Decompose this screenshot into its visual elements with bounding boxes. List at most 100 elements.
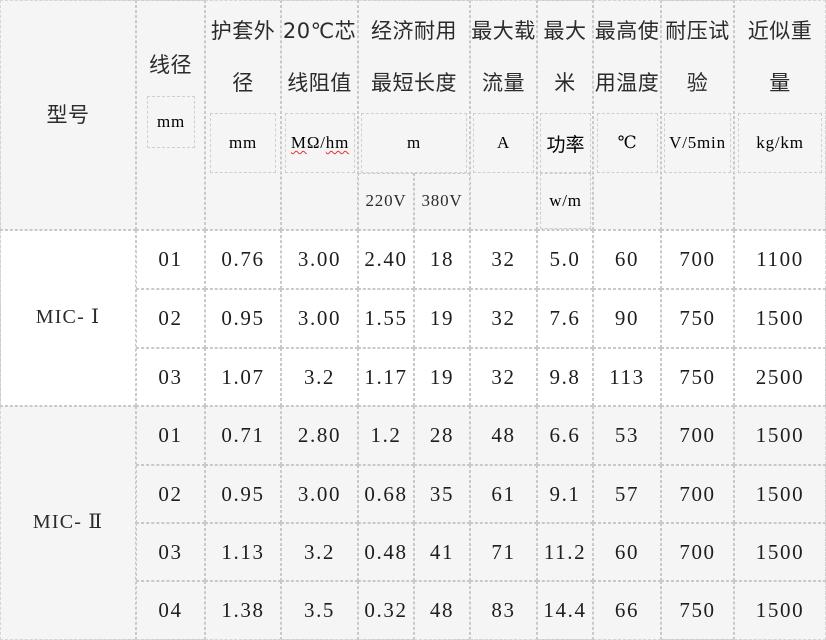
header-economic-length-220v-label: 220V: [365, 191, 407, 211]
cell-no: 04: [158, 598, 183, 623]
cell-len-220v: 48: [414, 581, 470, 640]
cell-sheath-od: 3.00: [281, 289, 358, 348]
row-no: 02: [136, 289, 205, 348]
cell-value: 5.0: [549, 247, 581, 272]
cell-value: 9.8: [549, 364, 581, 389]
cell-value: 1.38: [221, 598, 265, 623]
unit-part-slash: /: [320, 133, 326, 152]
cell-value: 1500: [755, 539, 805, 564]
cell-no: 01: [158, 423, 183, 448]
header-max-temp-unit-label: ℃: [617, 133, 638, 152]
cell-value: 3.00: [297, 306, 342, 331]
unit-part-mega: M: [290, 133, 307, 152]
cell-max-power: 60: [593, 523, 661, 581]
cell-value: 3.2: [303, 364, 336, 389]
cell-len-380v: 32: [470, 230, 537, 289]
row-no: 03: [136, 523, 205, 581]
cell-value: 60: [614, 247, 640, 272]
cell-value: 90: [614, 306, 640, 331]
cell-wire-diameter: 0.76: [205, 230, 281, 289]
cell-value: 3.00: [297, 481, 342, 506]
header-max-current-unit-label: A: [496, 133, 511, 152]
header-wire-diameter-line-1: 线径: [149, 53, 192, 77]
group-label-mic-1-text: MIC- Ⅰ: [35, 306, 101, 329]
row-no: 01: [136, 406, 205, 465]
row-no: 03: [136, 348, 205, 406]
cell-no: 03: [158, 539, 183, 564]
cell-withstand-voltage: 1500: [734, 406, 826, 465]
cell-no: 01: [158, 247, 183, 272]
cell-value: 60: [614, 539, 640, 564]
cell-value: 750: [679, 306, 716, 331]
row-no: 02: [136, 465, 205, 523]
cell-value: 0.68: [364, 481, 408, 506]
cell-value: 1500: [755, 423, 805, 448]
cell-max-temp: 750: [661, 581, 734, 640]
cell-value: 0.71: [221, 423, 265, 448]
header-max-temp-unit: ℃: [597, 113, 658, 173]
cell-max-temp: 700: [661, 406, 734, 465]
cell-value: 1.2: [370, 423, 402, 448]
cell-withstand-voltage: 1500: [734, 465, 826, 523]
cell-resistance: 0.68: [358, 465, 414, 523]
cell-value: 0.76: [221, 247, 265, 272]
cell-max-power: 57: [593, 465, 661, 523]
cell-value: 9.1: [549, 481, 581, 506]
cell-len-380v: 71: [470, 523, 537, 581]
cell-value: 53: [614, 423, 640, 448]
cell-max-power: 53: [593, 406, 661, 465]
cell-value: 1500: [755, 598, 805, 623]
row-no: 04: [136, 581, 205, 640]
cell-value: 32: [491, 247, 516, 272]
header-approx-weight-unit-label: kg/km: [756, 133, 804, 152]
header-withstand-voltage-line-2: 验: [686, 71, 709, 95]
cell-max-power: 113: [593, 348, 661, 406]
cell-max-temp: 700: [661, 230, 734, 289]
unit-part-ohm: Ω: [306, 133, 321, 152]
header-approx-weight-line-2: 量: [769, 71, 791, 95]
header-max-temp-line-2: 用温度: [594, 71, 660, 95]
row-no: 01: [136, 230, 205, 289]
cell-len-380v: 61: [470, 465, 537, 523]
cell-max-temp: 700: [661, 523, 734, 581]
header-economic-length-line-2: 最短长度: [371, 71, 457, 95]
cell-value: 0.32: [364, 598, 408, 623]
cell-value: 3.00: [297, 247, 342, 272]
cell-value: 57: [614, 481, 640, 506]
header-wire-diameter-unit: mm: [147, 96, 195, 148]
cell-value: 1500: [755, 306, 805, 331]
header-withstand-voltage-line-1: 耐压试: [665, 19, 730, 43]
header-resistance-unit: MΩ/hm: [285, 113, 355, 173]
cell-value: 6.6: [549, 423, 581, 448]
cell-no: 02: [158, 481, 183, 506]
cell-max-temp: 750: [661, 289, 734, 348]
cell-max-current: 11.2: [537, 523, 593, 581]
cell-value: 1.17: [364, 364, 408, 389]
cell-max-current: 7.6: [537, 289, 593, 348]
cell-value: 1.07: [221, 364, 265, 389]
cell-wire-diameter: 0.95: [205, 289, 281, 348]
cell-wire-diameter: 0.95: [205, 465, 281, 523]
header-economic-length-unit: m: [361, 113, 467, 173]
header-max-power-line-1: 最大: [543, 19, 587, 43]
header-economic-length-380v: 380V: [414, 173, 470, 230]
cell-value: 1.55: [364, 306, 408, 331]
cell-value: 2500: [755, 364, 805, 389]
cell-value: 48: [429, 598, 455, 623]
header-economic-length-220v: 220V: [358, 173, 414, 230]
cell-value: 7.6: [549, 306, 581, 331]
header-model-no-label: 型号: [46, 102, 90, 127]
header-sheath-od-unit-label: mm: [228, 133, 258, 152]
cell-max-temp: 750: [661, 348, 734, 406]
cell-len-380v: 48: [470, 406, 537, 465]
cell-len-380v: 32: [470, 348, 537, 406]
header-max-power-unit-2-label: w/m: [549, 191, 582, 210]
cell-value: 1100: [756, 247, 804, 272]
cell-value: 19: [429, 306, 455, 331]
cell-max-current: 9.8: [537, 348, 593, 406]
cell-value: 0.95: [221, 306, 265, 331]
cell-resistance: 1.55: [358, 289, 414, 348]
cell-wire-diameter: 1.07: [205, 348, 281, 406]
cell-resistance: 1.17: [358, 348, 414, 406]
cell-resistance: 1.2: [358, 406, 414, 465]
